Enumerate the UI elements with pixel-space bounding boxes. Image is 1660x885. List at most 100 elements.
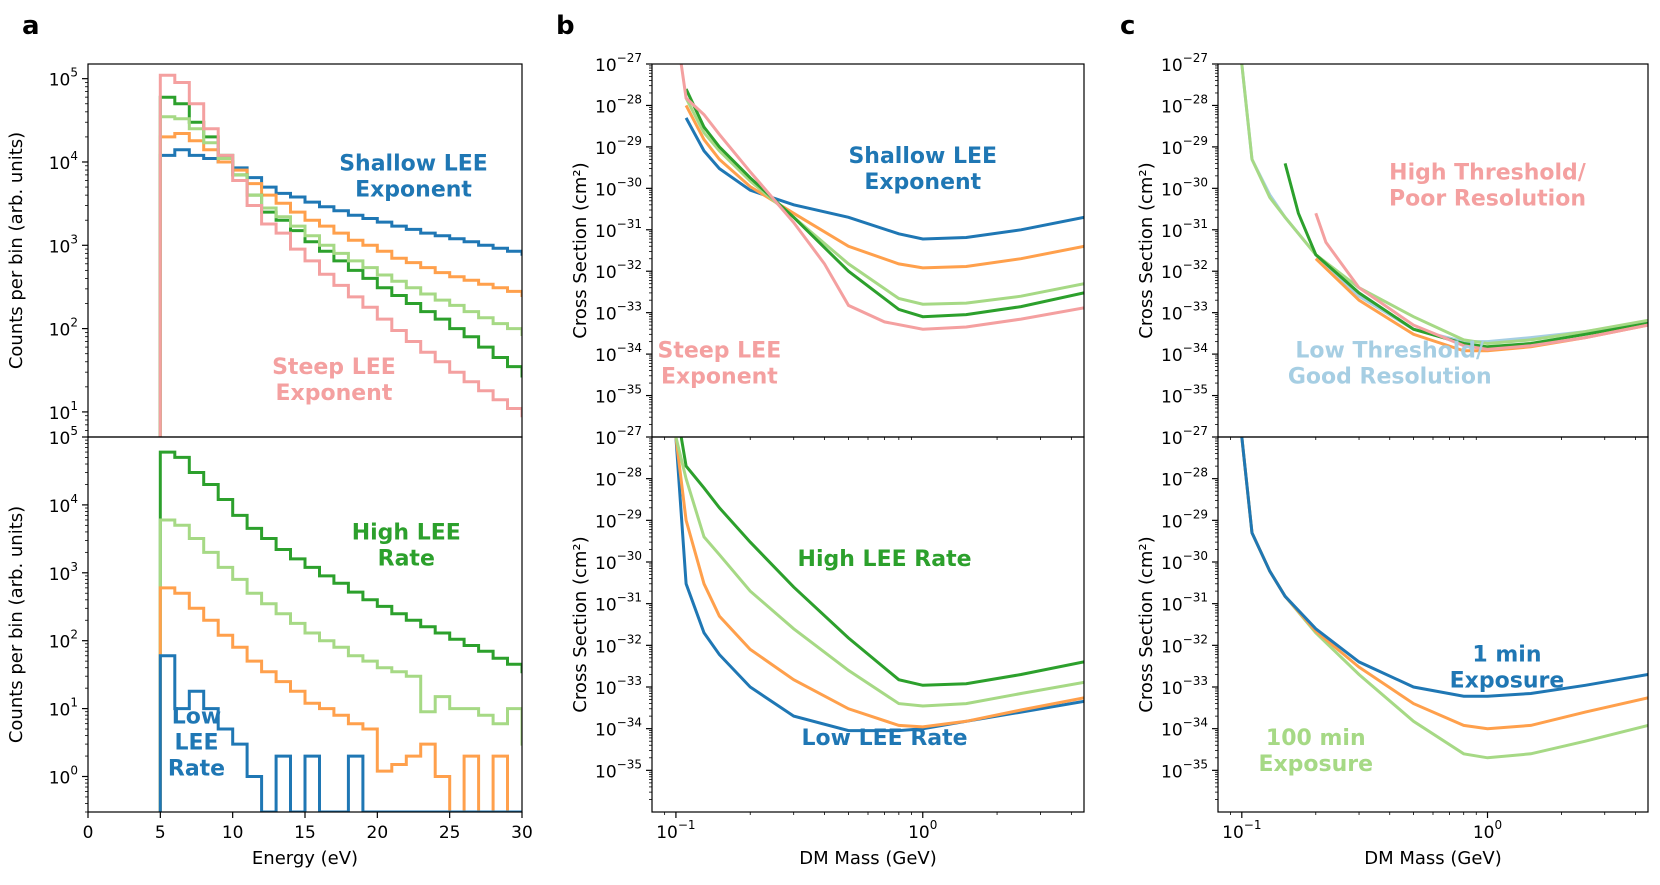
y-tick-exp: −29 (617, 507, 642, 521)
y-tick-label: 10−32 (595, 632, 642, 657)
series-orange-c_top (1314, 257, 1648, 353)
y-tick-label: 101 (49, 399, 78, 424)
y-tick-label: 103 (49, 232, 78, 257)
x-tick-label: 10−1 (656, 818, 695, 843)
annotation-pink: High Threshold/Poor Resolution (1389, 160, 1587, 211)
y-tick-exp: −35 (1183, 383, 1208, 397)
series-pink-a_top (158, 73, 522, 437)
y-tick-base: 10 (1161, 56, 1183, 76)
y-tick-base: 10 (595, 97, 617, 117)
y-tick-exp: −34 (617, 341, 642, 355)
annotation-pink: Steep LEE Exponent (272, 355, 396, 406)
y-tick-label: 10−29 (595, 134, 642, 159)
annotation-blue: Shallow LEE Exponent (848, 144, 997, 195)
y-tick-label: 10−31 (1161, 591, 1208, 616)
annotation-line: Shallow LEE (339, 152, 488, 177)
annotation-green: High LEE Rate (798, 547, 972, 572)
y-tick-exp: −33 (617, 674, 642, 688)
y-tick-label: 10−34 (595, 716, 642, 741)
y-tick-base: 10 (595, 180, 617, 200)
y-tick-base: 10 (49, 154, 71, 174)
y-tick-label: 105 (49, 66, 78, 91)
axes-frame (651, 436, 1085, 813)
y-tick-exp: −31 (1183, 217, 1208, 231)
y-tick-exp: 2 (70, 628, 78, 642)
y-tick-base: 10 (595, 762, 617, 782)
panel-b_top: 10−3510−3410−3310−3210−3110−3010−2910−28… (556, 11, 1085, 440)
y-tick-label: 10−32 (1161, 258, 1208, 283)
y-tick-base: 10 (595, 56, 617, 76)
y-tick-base: 10 (595, 222, 617, 242)
y-tick-label: 10−33 (595, 300, 642, 325)
y-tick-exp: −28 (617, 466, 642, 480)
y-tick-base: 10 (1161, 346, 1183, 366)
y-tick-exp: 0 (70, 763, 78, 777)
y-tick-base: 10 (1161, 222, 1183, 242)
panel-label-c: c (1120, 11, 1135, 41)
x-tick-base: 10 (656, 823, 678, 843)
annotation-lightblue: Low Threshold/Good Resolution (1288, 339, 1492, 390)
y-tick-base: 10 (1161, 762, 1183, 782)
y-tick-base: 10 (595, 139, 617, 159)
y-tick-exp: −30 (617, 549, 642, 563)
y-tick-base: 10 (595, 554, 617, 574)
series-green-b_top (684, 88, 1084, 319)
annotation-line: Shallow LEE (848, 144, 997, 169)
y-tick-exp: −32 (617, 258, 642, 272)
annotation-line: Good Resolution (1288, 365, 1492, 390)
y-tick-exp: −31 (617, 591, 642, 605)
series-orange-a_bot (158, 586, 522, 812)
y-tick-base: 10 (595, 512, 617, 532)
y-tick-label: 10−34 (1161, 716, 1208, 741)
y-tick-base: 10 (595, 596, 617, 616)
y-tick-exp: 5 (70, 66, 78, 80)
y-tick-exp: −29 (1183, 134, 1208, 148)
y-tick-label: 10−31 (595, 217, 642, 242)
y-tick-exp: −32 (1183, 258, 1208, 272)
annotation-line: Exponent (864, 170, 981, 195)
y-tick-base: 10 (49, 404, 71, 424)
y-tick-label: 10−33 (595, 674, 642, 699)
y-tick-label: 10−29 (1161, 507, 1208, 532)
y-tick-exp: 3 (70, 232, 78, 246)
y-tick-exp: −27 (1183, 51, 1208, 65)
series-lightgreen-a_bot (158, 518, 522, 812)
y-tick-exp: −33 (1183, 674, 1208, 688)
y-tick-base: 10 (49, 768, 71, 788)
y-tick-label: 10−29 (595, 507, 642, 532)
series-orange-b_top (684, 104, 1084, 270)
y-tick-base: 10 (49, 701, 71, 721)
annotation-line: Rate (378, 546, 435, 571)
y-tick-label: 10−27 (595, 51, 642, 76)
x-axis-label: DM Mass (GeV) (799, 848, 937, 869)
annotation-blue: 1 min Exposure (1450, 642, 1565, 693)
y-tick-exp: −27 (617, 51, 642, 65)
y-tick-exp: 1 (70, 696, 78, 710)
y-tick-base: 10 (595, 721, 617, 741)
y-tick-base: 10 (1161, 596, 1183, 616)
y-tick-label: 10−27 (595, 424, 642, 449)
series-green-b_bot (679, 437, 1084, 687)
x-tick-label: 20 (367, 823, 389, 843)
y-tick-exp: −31 (617, 217, 642, 231)
series-pink-b_top (679, 64, 1084, 331)
y-tick-label: 10−33 (1161, 674, 1208, 699)
annotation-line: Poor Resolution (1389, 186, 1586, 211)
y-tick-exp: −33 (1183, 300, 1208, 314)
y-tick-exp: −35 (617, 383, 642, 397)
x-tick-label: 5 (155, 823, 166, 843)
annotation-line: Exponent (276, 381, 393, 406)
y-tick-label: 105 (49, 424, 78, 449)
y-tick-exp: −30 (1183, 175, 1208, 189)
annotation-line: 100 min (1266, 726, 1366, 751)
y-tick-label: 104 (49, 492, 78, 517)
panel-c_bot: 10−3510−3410−3310−3210−3110−3010−2910−28… (1136, 424, 1649, 869)
annotation-line: High LEE (352, 520, 461, 545)
annotation-line: Exponent (355, 178, 472, 203)
annotation-line: Low LEE Rate (801, 726, 967, 751)
series-lightgreen-b_top (684, 97, 1084, 306)
x-tick-label: 10−1 (1222, 818, 1261, 843)
y-tick-base: 10 (49, 321, 71, 341)
y-tick-base: 10 (49, 565, 71, 585)
y-tick-exp: −30 (1183, 549, 1208, 563)
